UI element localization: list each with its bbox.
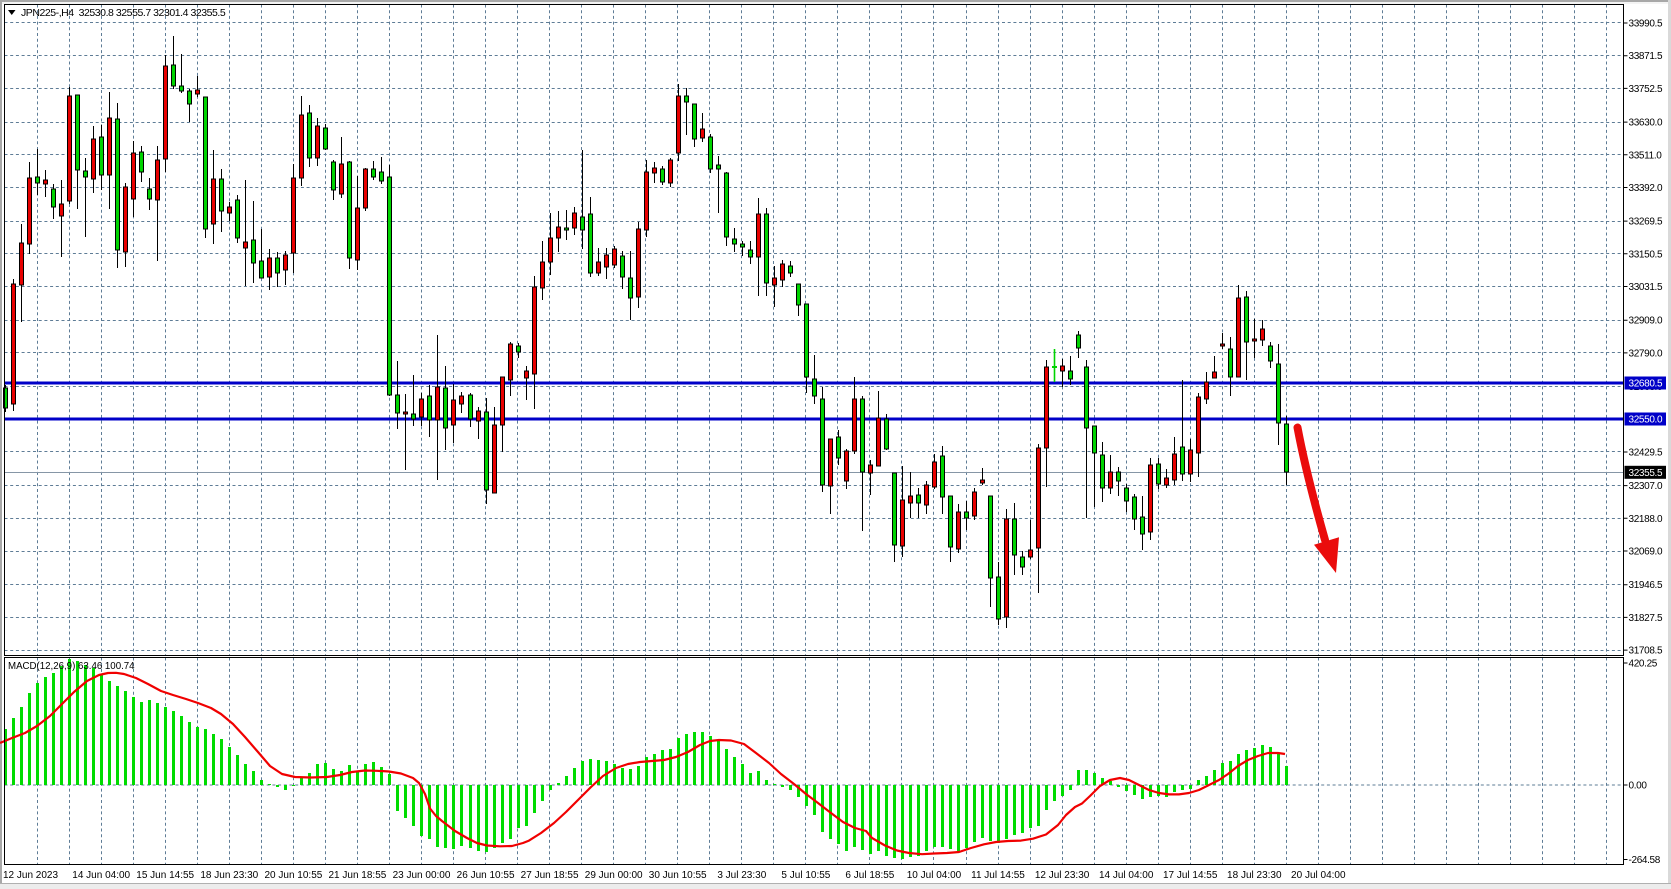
svg-text:32790.0: 32790.0 [1629, 348, 1663, 359]
svg-text:18 Jul 23:30: 18 Jul 23:30 [1227, 870, 1282, 881]
svg-text:3 Jul 23:30: 3 Jul 23:30 [717, 870, 766, 881]
svg-text:31708.5: 31708.5 [1629, 646, 1663, 657]
svg-text:30 Jun 10:55: 30 Jun 10:55 [649, 870, 707, 881]
svg-text:18 Jun 23:30: 18 Jun 23:30 [200, 870, 258, 881]
svg-text:26 Jun 10:55: 26 Jun 10:55 [457, 870, 515, 881]
svg-text:15 Jun 14:55: 15 Jun 14:55 [136, 870, 194, 881]
svg-text:MACD(12,26,9) 63.46 100.74: MACD(12,26,9) 63.46 100.74 [8, 661, 135, 672]
svg-text:20 Jun 10:55: 20 Jun 10:55 [264, 870, 322, 881]
svg-text:32680.5: 32680.5 [1629, 379, 1663, 390]
svg-text:-264.58: -264.58 [1629, 855, 1661, 866]
svg-text:33150.5: 33150.5 [1629, 249, 1663, 260]
svg-text:JPN225-,H4 32530.8 32555.7 32: JPN225-,H4 32530.8 32555.7 32301.4 32355… [21, 7, 226, 19]
svg-text:31827.5: 31827.5 [1629, 613, 1663, 624]
svg-text:33392.0: 33392.0 [1629, 183, 1663, 194]
svg-text:14 Jul 04:00: 14 Jul 04:00 [1099, 870, 1154, 881]
svg-text:5 Jul 10:55: 5 Jul 10:55 [781, 870, 830, 881]
svg-text:0.00: 0.00 [1629, 781, 1648, 792]
svg-text:27 Jun 18:55: 27 Jun 18:55 [521, 870, 579, 881]
svg-text:33269.5: 33269.5 [1629, 217, 1663, 228]
svg-text:29 Jun 00:00: 29 Jun 00:00 [585, 870, 643, 881]
svg-text:420.25: 420.25 [1629, 659, 1658, 670]
svg-text:32429.5: 32429.5 [1629, 448, 1663, 459]
svg-text:32069.0: 32069.0 [1629, 547, 1663, 558]
svg-text:6 Jul 18:55: 6 Jul 18:55 [845, 870, 894, 881]
svg-text:14 Jun 04:00: 14 Jun 04:00 [72, 870, 130, 881]
svg-text:12 Jun 2023: 12 Jun 2023 [3, 870, 58, 881]
svg-text:21 Jun 18:55: 21 Jun 18:55 [328, 870, 386, 881]
svg-text:17 Jul 14:55: 17 Jul 14:55 [1163, 870, 1218, 881]
svg-text:33871.5: 33871.5 [1629, 51, 1663, 62]
svg-text:33511.0: 33511.0 [1629, 150, 1663, 161]
svg-text:11 Jul 14:55: 11 Jul 14:55 [971, 870, 1025, 881]
svg-text:10 Jul 04:00: 10 Jul 04:00 [907, 870, 962, 881]
svg-text:32307.0: 32307.0 [1629, 481, 1663, 492]
svg-text:32355.5: 32355.5 [1629, 468, 1663, 479]
svg-text:33752.5: 33752.5 [1629, 84, 1663, 95]
svg-text:33031.5: 33031.5 [1629, 282, 1663, 293]
svg-text:31946.5: 31946.5 [1629, 580, 1663, 591]
svg-text:32188.0: 32188.0 [1629, 514, 1663, 525]
svg-text:20 Jul 04:00: 20 Jul 04:00 [1291, 870, 1346, 881]
svg-text:12 Jul 23:30: 12 Jul 23:30 [1035, 870, 1090, 881]
svg-text:32909.0: 32909.0 [1629, 316, 1663, 327]
svg-text:23 Jun 00:00: 23 Jun 00:00 [393, 870, 451, 881]
svg-text:32550.0: 32550.0 [1629, 415, 1663, 426]
svg-text:33990.5: 33990.5 [1629, 19, 1663, 30]
svg-text:33630.0: 33630.0 [1629, 118, 1663, 129]
